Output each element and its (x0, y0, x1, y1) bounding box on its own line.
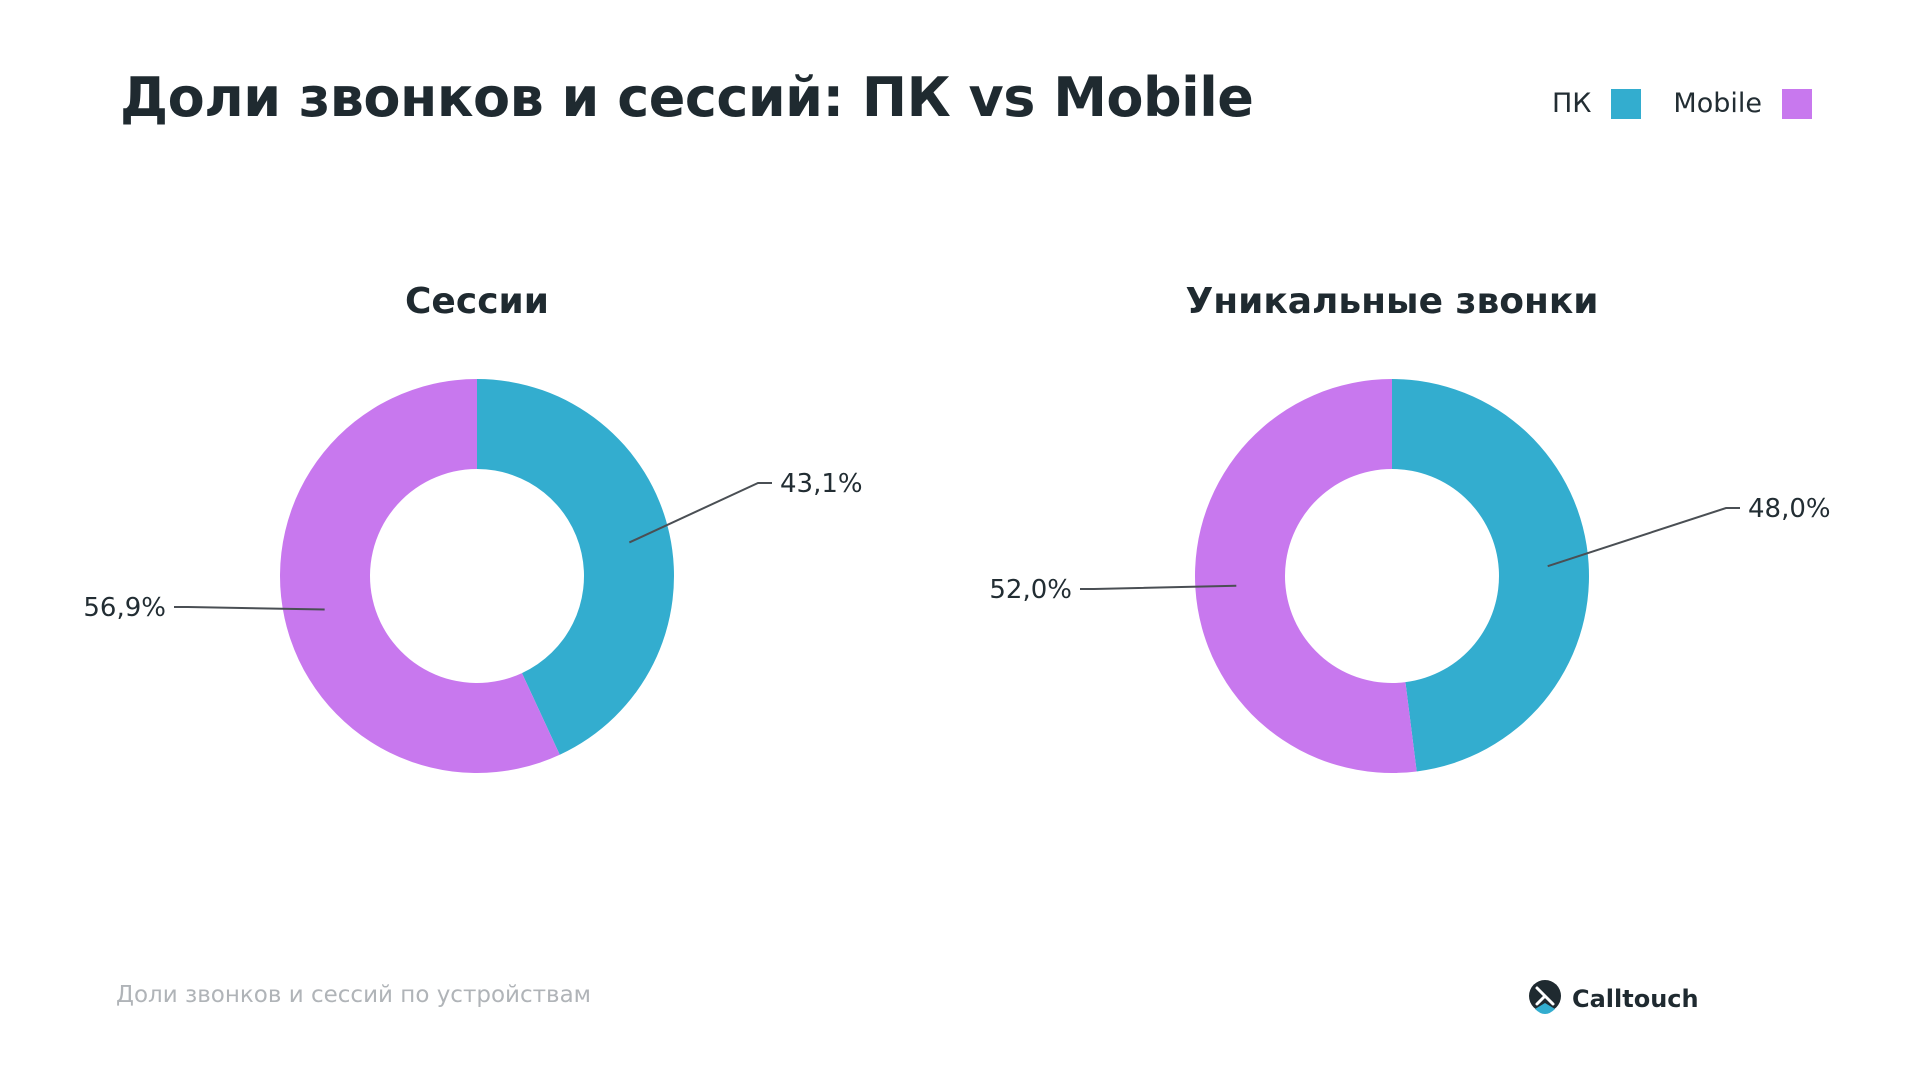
chart-title: Уникальные звонки (1185, 281, 1598, 322)
leader-line (1080, 584, 1237, 590)
leader-line (628, 482, 772, 544)
legend-swatch-mobile (1782, 88, 1812, 119)
brand-name: Calltouch (1572, 985, 1699, 1013)
legend: ПК Mobile (1552, 88, 1812, 119)
legend-item-pc: ПК (1551, 88, 1642, 119)
legend-swatch-pc (1611, 88, 1642, 119)
donut-slice-pc (477, 379, 674, 755)
footer-caption: Доли звонков и сессий по устройствам (116, 982, 592, 1008)
data-label-pc: 43,1% (780, 469, 863, 499)
data-label-mobile: 52,0% (989, 575, 1072, 605)
calltouch-logo-icon (1529, 980, 1561, 1014)
donut-slice-pc (1392, 379, 1589, 772)
brand: Calltouch (1528, 979, 1699, 1019)
donut-slice-mobile (279, 379, 560, 773)
donut-slice-mobile (1195, 379, 1417, 773)
data-label-mobile: 56,9% (83, 593, 166, 623)
legend-label-mobile: Mobile (1673, 88, 1762, 119)
legend-item-mobile: Mobile (1673, 88, 1812, 119)
legend-label-pc: ПК (1551, 88, 1592, 119)
page-title: Доли звонков и сессий: ПК vs Mobile (120, 66, 1254, 129)
chart-title: Сессии (405, 281, 549, 322)
leader-line (1547, 507, 1740, 568)
leader-line (174, 606, 325, 611)
data-label-pc: 48,0% (1748, 494, 1831, 524)
